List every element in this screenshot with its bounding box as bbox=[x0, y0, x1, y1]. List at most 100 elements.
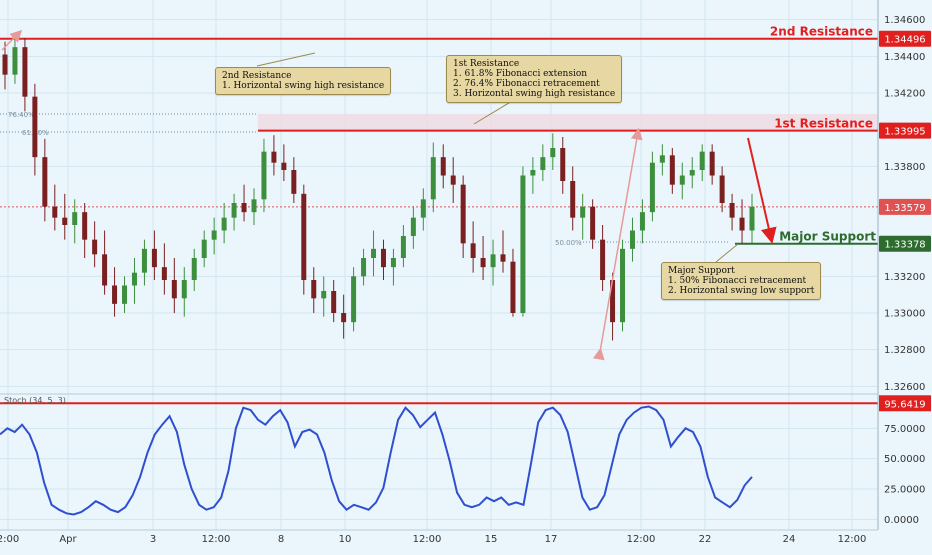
candle-body bbox=[580, 206, 586, 218]
candle-body bbox=[311, 280, 317, 299]
y-tick-label: 1.33200 bbox=[884, 272, 925, 283]
candle-body bbox=[689, 170, 695, 176]
candle-body bbox=[131, 272, 137, 286]
axes-group: 2:00 Apr 3 12:00 8 10 12:00 15 17 12:00 22 24 12:00 1… bbox=[0, 0, 925, 545]
candle-body bbox=[709, 151, 715, 176]
level-price-text: 1.33378 bbox=[884, 240, 925, 251]
stoch-line bbox=[0, 405, 753, 516]
level-name-label: Major Support bbox=[779, 230, 876, 244]
stoch-y-tick-label: 0.0000 bbox=[884, 515, 919, 526]
note-line: 3. Horizontal swing high resistance bbox=[453, 89, 616, 99]
candle-body bbox=[301, 193, 307, 280]
x-tick-label: 12:00 bbox=[627, 534, 656, 545]
x-tick-label: 12:00 bbox=[202, 534, 231, 545]
resistance-zone bbox=[258, 114, 878, 132]
stoch-level-badge bbox=[879, 395, 931, 412]
y-tick-label: 1.33000 bbox=[884, 309, 925, 320]
candle-body bbox=[261, 151, 267, 200]
stoch-y-tick-label: 25.0000 bbox=[884, 485, 925, 496]
candle-body bbox=[141, 248, 147, 273]
fib-label: 50.00% bbox=[555, 239, 582, 247]
candle-body bbox=[649, 162, 655, 213]
candle-body bbox=[371, 248, 377, 258]
note-major-support: Major Support 1. 50% Fibonacci retracemen… bbox=[661, 262, 822, 300]
candle-body bbox=[211, 230, 217, 240]
candle-body bbox=[321, 291, 327, 299]
candle-body bbox=[600, 239, 606, 280]
note-line: 1. 50% Fibonacci retracement bbox=[668, 276, 807, 286]
stoch-y-tick-label: 75.0000 bbox=[884, 424, 925, 435]
x-tick-label: 15 bbox=[485, 534, 498, 545]
candle-body bbox=[729, 203, 735, 218]
y-tick-label: 1.32800 bbox=[884, 345, 925, 356]
x-tick-label: 22 bbox=[699, 534, 712, 545]
y-tick-label: 1.34600 bbox=[884, 15, 925, 26]
x-tick-label: 17 bbox=[545, 534, 558, 545]
note-line: 1st Resistance bbox=[453, 59, 520, 69]
x-tick-label: Apr bbox=[59, 534, 77, 545]
level-price-text: 1.33579 bbox=[884, 203, 925, 214]
candle-body bbox=[341, 313, 347, 323]
x-tick-label: 3 bbox=[150, 534, 156, 545]
candle-body bbox=[530, 170, 536, 176]
candle-body bbox=[271, 151, 277, 163]
stoch-title: Stoch (34, 5, 3) bbox=[4, 396, 66, 405]
note-line: 1. 61.8% Fibonacci extension bbox=[453, 69, 588, 79]
x-tick-label: 12:00 bbox=[838, 534, 867, 545]
candle-body bbox=[410, 217, 416, 236]
candle-body bbox=[490, 254, 496, 268]
candle-body bbox=[540, 157, 546, 170]
candle-body bbox=[749, 206, 755, 231]
y-tick-label: 1.34400 bbox=[884, 52, 925, 63]
projection-arrow bbox=[747, 137, 777, 244]
candle-body bbox=[590, 206, 596, 240]
x-tick-label: 2:00 bbox=[0, 534, 19, 545]
candle-body bbox=[221, 217, 227, 231]
candle-body bbox=[92, 239, 98, 255]
candle-body bbox=[739, 217, 745, 231]
x-tick-label: 24 bbox=[783, 534, 796, 545]
candle-body bbox=[72, 212, 78, 225]
levels-group: 2nd Resistance 1.34496 1st Resistance 1.339… bbox=[0, 25, 931, 252]
candle-body bbox=[620, 248, 626, 323]
candle-body bbox=[450, 175, 456, 185]
candle-body bbox=[390, 258, 396, 268]
candle-body bbox=[520, 175, 526, 313]
level-name-label: 2nd Resistance bbox=[770, 25, 873, 39]
level-price-badge bbox=[879, 235, 931, 252]
candle-body bbox=[470, 243, 476, 258]
candle-body bbox=[291, 170, 297, 194]
candle-body bbox=[361, 258, 367, 277]
x-tick-label: 12:00 bbox=[413, 534, 442, 545]
y-tick-label: 1.32600 bbox=[884, 382, 925, 393]
candle-body bbox=[480, 258, 486, 268]
stoch-y-tick-label: 50.0000 bbox=[884, 454, 925, 465]
candle-body bbox=[161, 267, 167, 280]
candle-body bbox=[12, 47, 18, 75]
candle-body bbox=[669, 155, 675, 185]
fib-label: 76.40% bbox=[8, 111, 35, 119]
candle-body bbox=[122, 285, 128, 304]
candle-body bbox=[699, 151, 705, 170]
level-name-label: 1st Resistance bbox=[774, 117, 873, 131]
level-price-text: 1.33995 bbox=[884, 127, 925, 138]
candle-body bbox=[241, 203, 247, 213]
fib-extension-arrow bbox=[592, 127, 643, 361]
candle-body bbox=[181, 280, 187, 299]
candle-body bbox=[32, 96, 38, 158]
candle-body bbox=[191, 258, 197, 280]
candle-body bbox=[679, 175, 685, 185]
x-tick-label: 8 bbox=[278, 534, 284, 545]
arrows-group bbox=[1, 29, 777, 361]
candle-body bbox=[201, 239, 207, 258]
candle-body bbox=[659, 155, 665, 163]
candle-body bbox=[400, 236, 406, 258]
candle-body bbox=[430, 157, 436, 200]
candle-body bbox=[82, 212, 88, 240]
x-tick-label: 10 bbox=[339, 534, 352, 545]
candle-body bbox=[420, 199, 426, 218]
candle-body bbox=[510, 261, 516, 313]
candle-body bbox=[112, 285, 118, 304]
candle-body bbox=[251, 199, 257, 213]
candle-body bbox=[42, 157, 48, 207]
